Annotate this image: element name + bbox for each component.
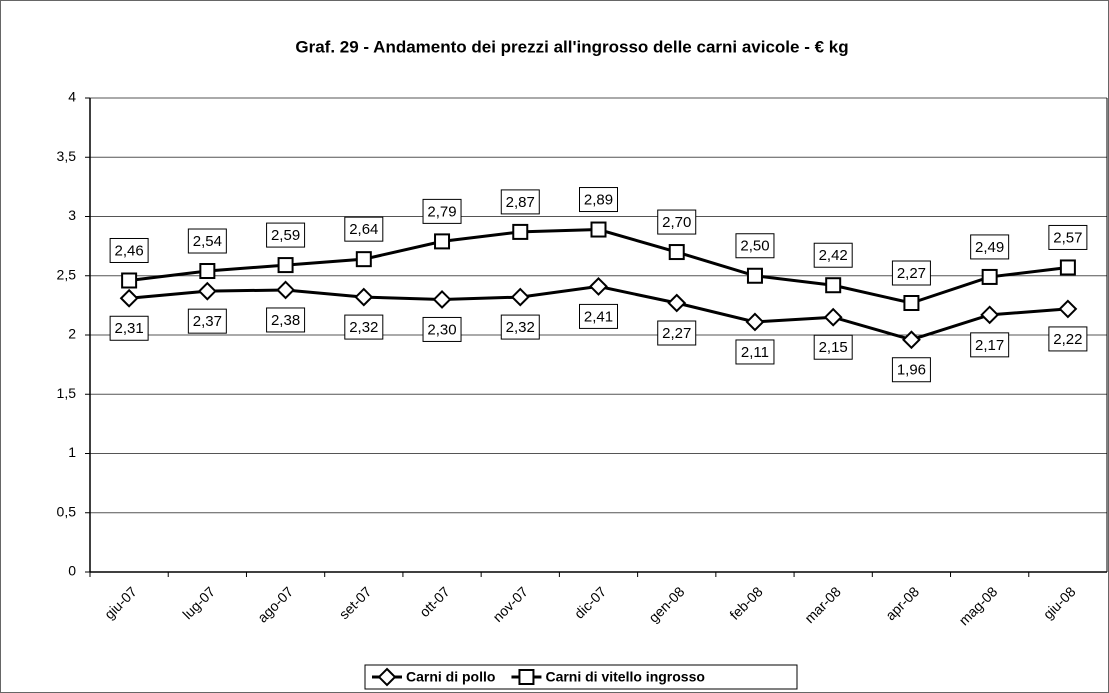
marker bbox=[518, 669, 535, 685]
data-label-box bbox=[970, 234, 1010, 260]
marker bbox=[1058, 299, 1078, 319]
data-label: 2,27 bbox=[662, 325, 691, 342]
data-label: 2,37 bbox=[193, 313, 222, 330]
data-label-box bbox=[657, 209, 697, 235]
data-label: 2,50 bbox=[740, 238, 769, 255]
marker bbox=[825, 277, 842, 294]
data-label: 2,87 bbox=[506, 194, 535, 211]
data-label: 2,32 bbox=[506, 319, 535, 336]
y-tick-label: 1 bbox=[68, 444, 76, 460]
marker bbox=[276, 280, 295, 300]
data-label-box bbox=[813, 334, 853, 360]
marker bbox=[667, 293, 687, 313]
data-label-box bbox=[500, 189, 540, 215]
data-label-box bbox=[266, 307, 306, 333]
y-tick-label: 4 bbox=[68, 89, 76, 105]
y-tick-label: 0,5 bbox=[57, 503, 77, 519]
data-label-box bbox=[187, 228, 227, 254]
marker bbox=[745, 312, 765, 332]
data-label: 2,27 bbox=[897, 265, 926, 282]
marker bbox=[355, 251, 372, 268]
data-label: 2,32 bbox=[349, 319, 378, 336]
data-label: 2,70 bbox=[662, 214, 691, 231]
marker bbox=[354, 287, 374, 307]
legend: Carni di pollo Carni di vitello ingrosso bbox=[364, 664, 798, 690]
legend-label: Carni di pollo bbox=[406, 669, 495, 685]
data-label-box bbox=[657, 320, 697, 346]
marker bbox=[902, 330, 921, 350]
marker bbox=[199, 263, 216, 280]
data-label-box bbox=[813, 242, 853, 268]
data-label: 2,38 bbox=[271, 312, 300, 329]
data-label: 2,31 bbox=[115, 320, 144, 337]
data-label-box bbox=[1048, 224, 1088, 250]
data-label-box bbox=[422, 316, 462, 342]
data-label: 2,89 bbox=[584, 192, 613, 209]
data-label-box bbox=[735, 339, 775, 365]
marker bbox=[510, 287, 530, 307]
data-label-box bbox=[266, 222, 306, 248]
data-label: 2,42 bbox=[819, 247, 848, 264]
data-label-box bbox=[735, 233, 775, 259]
data-label: 2,64 bbox=[349, 221, 378, 238]
y-tick-label: 2 bbox=[68, 326, 76, 342]
data-label: 2,11 bbox=[741, 344, 769, 361]
data-label: 2,22 bbox=[1053, 331, 1082, 348]
y-tick-label: 3,5 bbox=[57, 148, 77, 164]
data-label: 2,59 bbox=[271, 227, 300, 244]
marker bbox=[980, 305, 1000, 325]
data-label: 2,30 bbox=[427, 321, 456, 338]
y-tick-label: 0 bbox=[68, 563, 76, 579]
data-label-box bbox=[579, 303, 618, 329]
y-tick-label: 3 bbox=[68, 207, 76, 223]
legend-box bbox=[364, 664, 798, 690]
marker bbox=[277, 257, 294, 274]
marker bbox=[434, 233, 451, 250]
data-label-box bbox=[891, 260, 931, 286]
data-label: 2,49 bbox=[975, 239, 1004, 256]
marker bbox=[590, 221, 607, 238]
data-label: 2,54 bbox=[193, 233, 222, 250]
data-label: 2,15 bbox=[819, 339, 848, 356]
data-label-box bbox=[422, 198, 462, 224]
data-label: 2,41 bbox=[584, 308, 613, 325]
data-label-box bbox=[579, 187, 618, 213]
marker bbox=[512, 223, 529, 240]
marker bbox=[121, 272, 138, 289]
y-tick-label: 1,5 bbox=[57, 385, 77, 401]
data-label: 2,79 bbox=[427, 203, 456, 220]
data-label-box bbox=[970, 332, 1010, 358]
data-label-box bbox=[344, 314, 384, 340]
marker bbox=[903, 295, 920, 312]
data-label: 2,57 bbox=[1053, 229, 1082, 246]
data-label-box bbox=[187, 308, 227, 334]
y-tick-label: 2,5 bbox=[57, 266, 77, 282]
marker bbox=[197, 281, 217, 301]
marker bbox=[432, 290, 452, 309]
marker bbox=[589, 277, 608, 296]
data-label-box bbox=[500, 314, 540, 340]
data-label: 2,17 bbox=[975, 337, 1004, 354]
data-label-box bbox=[109, 315, 149, 341]
marker bbox=[1059, 259, 1076, 276]
data-label: 1,96 bbox=[897, 362, 926, 379]
marker bbox=[119, 288, 139, 308]
marker bbox=[823, 307, 843, 327]
marker bbox=[981, 268, 998, 285]
data-label-box bbox=[109, 237, 149, 263]
legend-label: Carni di vitello ingrosso bbox=[545, 669, 704, 685]
marker bbox=[377, 667, 397, 687]
data-label-box bbox=[344, 216, 384, 242]
chart-title: Graf. 29 - Andamento dei prezzi all'ingr… bbox=[295, 37, 848, 56]
data-label-box bbox=[891, 357, 931, 383]
marker bbox=[746, 267, 763, 284]
data-label-box bbox=[1048, 326, 1088, 352]
data-label: 2,46 bbox=[115, 242, 144, 259]
marker bbox=[668, 244, 685, 261]
